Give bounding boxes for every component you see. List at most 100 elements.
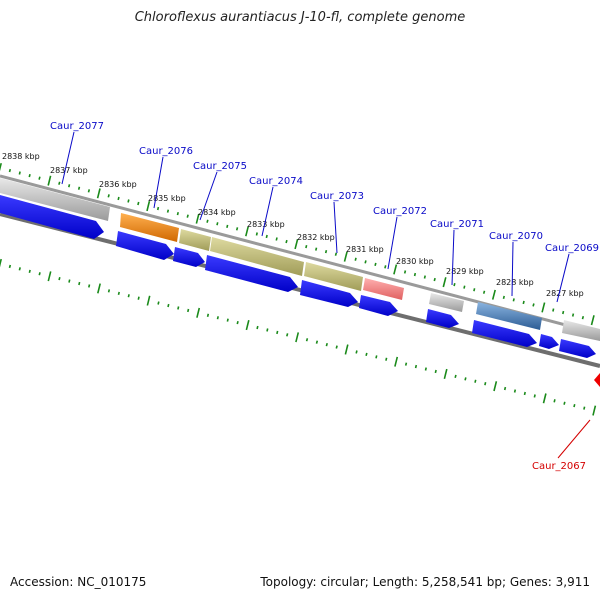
leader-line [451, 229, 455, 286]
caur2067-feature-marker [594, 373, 600, 387]
feature-band-caur2069 [562, 320, 600, 341]
minor-tick [523, 391, 526, 396]
kbp-scale: 2838 kbp 2837 kbp 2836 kbp 2835 kbp 2834… [2, 152, 584, 298]
minor-tick [414, 364, 418, 369]
minor-tick [503, 386, 507, 391]
minor-tick [335, 345, 338, 349]
minor-tick [434, 369, 437, 374]
minor-tick [324, 250, 328, 254]
minor-tick [464, 377, 467, 381]
major-tick [344, 344, 349, 355]
feature-band-caur2072 [363, 278, 404, 300]
leader-line [387, 216, 398, 270]
major-tick [343, 251, 348, 262]
minor-tick [563, 401, 566, 405]
minor-tick [87, 189, 91, 193]
feature-band-caur2077 [0, 178, 110, 221]
minor-tick [474, 379, 477, 383]
kbp-label: 2835 kbp [148, 194, 186, 203]
minor-tick [315, 247, 318, 251]
minor-tick [187, 308, 190, 313]
minor-tick [305, 245, 308, 249]
minor-tick [38, 272, 41, 276]
gene-labels: Caur_2077 Caur_2076 Caur_2075 Caur_2074 … [50, 121, 599, 472]
minor-tick [413, 272, 417, 277]
minor-tick [522, 300, 525, 305]
minor-tick [384, 265, 387, 269]
major-tick [592, 405, 597, 416]
minor-tick [454, 374, 457, 378]
kbp-label: 2828 kbp [496, 278, 534, 287]
minor-tick [8, 168, 12, 173]
major-tick [491, 289, 496, 300]
minor-tick [167, 303, 170, 308]
kbp-label: 2833 kbp [247, 220, 285, 229]
major-tick [47, 271, 52, 282]
minor-tick [266, 328, 269, 332]
minor-tick [38, 176, 41, 180]
major-tick [245, 226, 249, 237]
minor-tick [571, 313, 575, 317]
minor-tick [58, 181, 61, 185]
gene-label-caur2072: Caur_2072 [373, 206, 427, 217]
leader-line [333, 201, 338, 254]
minor-tick [374, 262, 377, 266]
cds-arrow [205, 255, 298, 292]
feature-band-caur2074 [210, 237, 304, 276]
major-tick [196, 307, 201, 318]
major-tick [394, 356, 399, 367]
minor-tick [235, 227, 239, 231]
minor-tick [117, 196, 120, 201]
minor-tick [423, 275, 426, 279]
minor-tick [68, 184, 71, 188]
kbp-label: 2838 kbp [2, 152, 40, 161]
minor-tick [502, 295, 505, 299]
leader-line [261, 186, 274, 237]
major-tick [97, 283, 101, 294]
minor-tick [216, 222, 219, 226]
gene-label-caur2074: Caur_2074 [249, 176, 303, 187]
cds-arrow [472, 320, 537, 347]
minor-tick [157, 301, 160, 305]
gene-label-caur2075: Caur_2075 [193, 161, 247, 172]
minor-tick [404, 362, 408, 366]
leader-line [153, 156, 164, 209]
major-tick [146, 295, 151, 306]
minor-tick [28, 174, 31, 178]
accession-text: Accession: NC_010175 [10, 575, 147, 589]
minor-tick [107, 194, 110, 198]
minor-tick [77, 186, 81, 190]
minor-tick [276, 330, 279, 335]
leader-line-caur2067 [557, 419, 591, 459]
cds-arrow [116, 231, 174, 260]
minor-tick [375, 355, 378, 359]
gene-label-caur2073: Caur_2073 [310, 191, 364, 202]
cds-arrow [300, 280, 358, 307]
minor-tick [581, 315, 585, 320]
major-tick [0, 163, 2, 172]
cds-arrow [173, 247, 205, 267]
minor-tick [355, 350, 358, 354]
minor-tick [137, 201, 140, 206]
minor-tick [137, 296, 140, 300]
outer-tick-ruler [0, 163, 595, 326]
kbp-label: 2836 kbp [99, 180, 137, 189]
minor-tick [385, 357, 388, 361]
minor-tick [28, 269, 31, 273]
major-tick [443, 368, 448, 379]
leader-line [511, 241, 514, 297]
kbp-label: 2831 kbp [346, 245, 384, 254]
genome-backbone-inner [0, 212, 600, 368]
major-tick [195, 213, 200, 224]
major-tick [96, 188, 101, 199]
cds-arrow [359, 295, 398, 316]
cds-arrows [0, 195, 596, 358]
inner-tick-ruler [0, 258, 597, 416]
major-tick [0, 258, 2, 268]
feature-bands [0, 178, 600, 341]
feature-band-caur2073 [304, 262, 363, 291]
kbp-label: 2829 kbp [446, 267, 484, 276]
cds-arrow [0, 195, 104, 239]
genome-summary-text: Topology: circular; Length: 5,258,541 bp… [260, 575, 590, 589]
minor-tick [463, 285, 466, 289]
